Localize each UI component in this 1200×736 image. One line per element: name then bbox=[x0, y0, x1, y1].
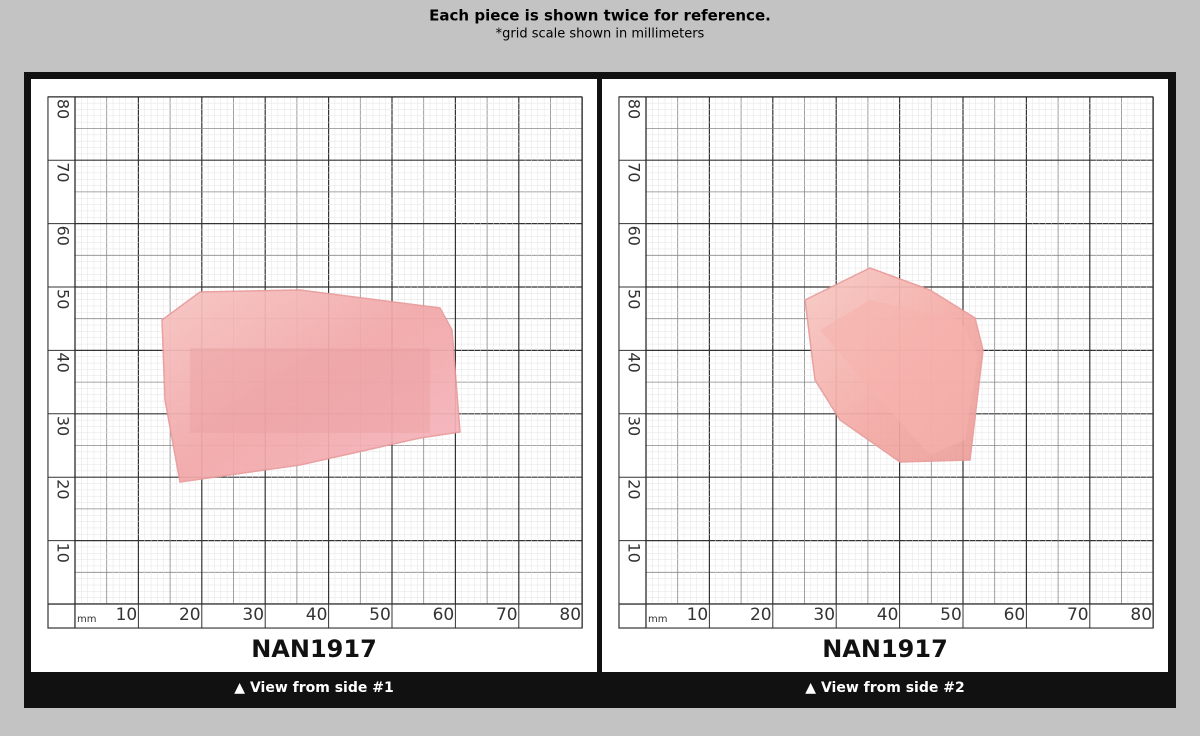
y-scale-label: 70 bbox=[625, 162, 644, 182]
x-scale-label: 10 bbox=[116, 605, 138, 625]
y-scale-label: 30 bbox=[54, 416, 73, 436]
y-scale-label: 40 bbox=[625, 352, 644, 372]
sample-id: NAN1917 bbox=[822, 635, 948, 663]
header-subtitle: *grid scale shown in millimeters bbox=[496, 27, 705, 42]
x-scale-label: 40 bbox=[877, 605, 899, 625]
grid-border bbox=[618, 96, 1154, 629]
y-scale-label: 30 bbox=[625, 416, 644, 436]
y-scale-label: 20 bbox=[54, 479, 73, 499]
x-scale-label: 20 bbox=[179, 605, 201, 625]
y-scale-label: 60 bbox=[625, 226, 644, 246]
x-scale-label: 20 bbox=[750, 605, 772, 625]
x-scale-label: 60 bbox=[433, 605, 455, 625]
x-scale-label: 70 bbox=[1067, 605, 1089, 625]
x-scale-label: 40 bbox=[306, 605, 328, 625]
y-scale-label: 80 bbox=[625, 99, 644, 119]
grid-border bbox=[47, 96, 583, 629]
panels: 80 70 60 50 40 30 20 10 mm 10 20 30 40 50 60 70 80 NAN191… bbox=[31, 79, 1168, 696]
crystal-facet bbox=[820, 300, 978, 455]
crystal bbox=[161, 289, 461, 483]
unit-label: mm bbox=[77, 614, 96, 625]
y-scale-label: 20 bbox=[625, 479, 644, 499]
y-scale-label: 70 bbox=[54, 162, 73, 182]
y-scale-label: 60 bbox=[54, 226, 73, 246]
y-scale-label: 10 bbox=[54, 543, 73, 563]
y-scale-label: 80 bbox=[54, 99, 73, 119]
x-scale-label: 70 bbox=[496, 605, 518, 625]
caption: ▲ View from side #2 bbox=[805, 680, 964, 696]
y-scale-label: 40 bbox=[54, 352, 73, 372]
unit-label: mm bbox=[648, 614, 667, 625]
x-scale-label: 30 bbox=[242, 605, 264, 625]
x-scale-label: 80 bbox=[1130, 605, 1152, 625]
x-scale-label: 10 bbox=[687, 605, 709, 625]
y-scale-label: 50 bbox=[54, 289, 73, 309]
crystal-facet bbox=[190, 348, 430, 433]
y-scale-label: 10 bbox=[625, 543, 644, 563]
header-title: Each piece is shown twice for reference. bbox=[429, 7, 771, 25]
x-scale-label: 60 bbox=[1004, 605, 1026, 625]
x-scale-label: 50 bbox=[940, 605, 962, 625]
x-scale-label: 80 bbox=[559, 605, 581, 625]
y-scale-label: 50 bbox=[625, 289, 644, 309]
x-scale-label: 30 bbox=[813, 605, 835, 625]
x-scale-label: 50 bbox=[369, 605, 391, 625]
sample-id: NAN1917 bbox=[251, 635, 377, 663]
caption: ▲ View from side #1 bbox=[234, 680, 393, 696]
